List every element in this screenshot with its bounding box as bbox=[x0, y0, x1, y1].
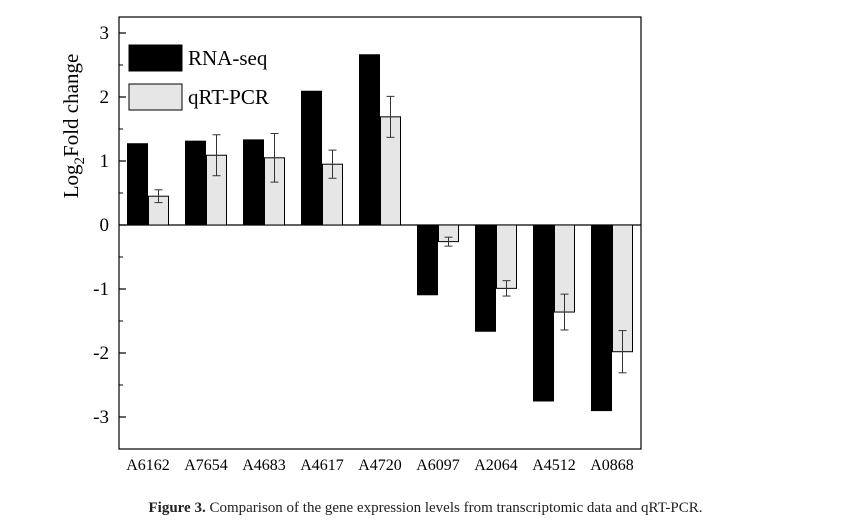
x-tick-label-a6162: A6162 bbox=[126, 457, 170, 474]
bar-rna-seq-a0868 bbox=[591, 224, 612, 412]
x-tick-label-a7654: A7654 bbox=[184, 457, 228, 474]
caption-label: Figure 3. bbox=[148, 500, 206, 516]
bar-rna-seq-a4683 bbox=[243, 139, 264, 226]
legend: RNA-seq qRT-PCR bbox=[128, 44, 269, 111]
bar-rna-seq-a4720 bbox=[359, 54, 380, 226]
y-axis-label: Log2Fold change bbox=[59, 54, 88, 199]
figure-caption: Figure 3. Comparison of the gene express… bbox=[0, 500, 851, 517]
x-tick-label-a4617: A4617 bbox=[300, 457, 344, 474]
y-tick-label: 3 bbox=[100, 23, 110, 44]
plot-frame bbox=[118, 16, 642, 450]
bar-rna-seq-a4617 bbox=[301, 90, 322, 226]
bar-chart: -3 -2 -1 0 1 2 3 A6162 A7654 A4683 A4617 A4720 A609… bbox=[59, 16, 642, 474]
x-tick-label-a4683: A4683 bbox=[242, 457, 286, 474]
bar-rna-seq-a7654 bbox=[185, 140, 206, 226]
x-tick-label-a6097: A6097 bbox=[416, 457, 460, 474]
x-tick-label-a2064: A2064 bbox=[474, 457, 518, 474]
bar-rna-seq-a6097 bbox=[417, 224, 438, 296]
y-tick-label: 2 bbox=[100, 87, 110, 108]
error-bars-group bbox=[154, 95, 627, 374]
x-tick-label-a0868: A0868 bbox=[590, 457, 634, 474]
caption-text: Comparison of the gene expression levels… bbox=[205, 500, 703, 516]
legend-swatch-rna-seq bbox=[128, 44, 183, 72]
y-tick-label: -3 bbox=[93, 407, 109, 428]
legend-swatch-qrt-pcr bbox=[128, 83, 183, 111]
x-axis-labels: A6162 A7654 A4683 A4617 A4720 A6097 A2064 A4512… bbox=[126, 457, 634, 474]
y-tick-label: 0 bbox=[100, 215, 110, 236]
bar-rna-seq-a4512 bbox=[533, 224, 554, 402]
bar-rna-seq-a2064 bbox=[475, 224, 496, 332]
y-tick-label: 1 bbox=[100, 151, 110, 172]
bars-group bbox=[127, 54, 633, 412]
x-tick-label-a4512: A4512 bbox=[532, 457, 576, 474]
legend-label-rna-seq: RNA-seq bbox=[188, 46, 268, 70]
legend-label-qrt-pcr: qRT-PCR bbox=[188, 85, 269, 109]
bar-qrt-pcr-a2064 bbox=[496, 224, 517, 289]
y-tick-label: -2 bbox=[93, 343, 109, 364]
y-tick-label: -1 bbox=[93, 279, 109, 300]
y-axis: -3 -2 -1 0 1 2 3 bbox=[93, 23, 126, 450]
x-tick-label-a4720: A4720 bbox=[358, 457, 402, 474]
bar-rna-seq-a6162 bbox=[127, 143, 148, 226]
